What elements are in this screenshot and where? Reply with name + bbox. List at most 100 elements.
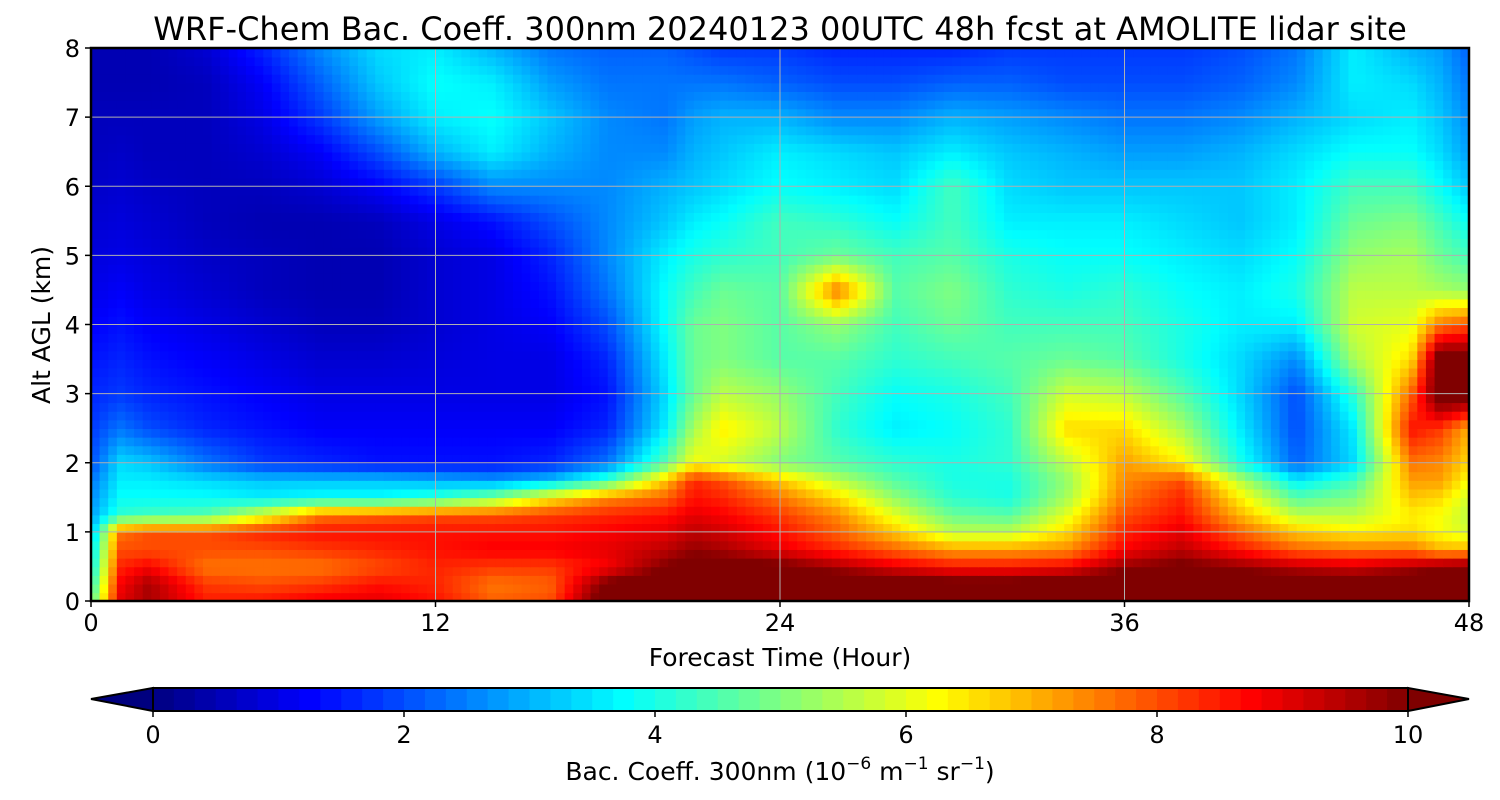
heatmap-cell <box>1021 384 1031 395</box>
heatmap-cell <box>995 333 1005 343</box>
heatmap-cell <box>1046 575 1057 585</box>
heatmap-cell <box>297 566 308 576</box>
heatmap-cell <box>659 523 669 533</box>
heatmap-cell <box>487 462 497 473</box>
heatmap-cell <box>263 428 273 438</box>
heatmap-cell <box>883 523 893 533</box>
heatmap-cell <box>564 436 575 447</box>
heatmap-cell <box>969 531 979 542</box>
heatmap-cell <box>125 410 135 421</box>
heatmap-cell <box>202 367 213 378</box>
heatmap-cell <box>754 497 764 507</box>
heatmap-cell <box>1141 471 1152 481</box>
heatmap-cell <box>823 402 833 412</box>
heatmap-cell <box>1425 583 1436 594</box>
heatmap-cell <box>805 333 816 343</box>
heatmap-cell <box>263 549 273 559</box>
heatmap-cell <box>108 445 118 455</box>
heatmap-cell <box>616 341 626 352</box>
heatmap-cell <box>1331 376 1341 386</box>
heatmap-cell <box>556 454 566 464</box>
heatmap-cell <box>1279 410 1289 421</box>
heatmap-cell <box>564 557 575 568</box>
heatmap-cell <box>1270 445 1281 455</box>
heatmap-cell <box>1253 393 1264 404</box>
heatmap-cell <box>401 505 411 516</box>
heatmap-cell <box>754 592 764 601</box>
heatmap-cell <box>409 333 420 343</box>
heatmap-cell <box>1434 462 1444 473</box>
heatmap-cell <box>1184 505 1195 516</box>
heatmap-cell <box>1236 488 1246 499</box>
heatmap-cell <box>177 428 187 438</box>
heatmap-cell <box>556 540 566 550</box>
heatmap-cell <box>461 523 471 533</box>
heatmap-cell <box>349 575 359 585</box>
heatmap-cell <box>375 471 385 481</box>
heatmap-cell <box>1288 488 1298 499</box>
heatmap-cell <box>805 454 816 464</box>
heatmap-cell <box>1443 359 1453 369</box>
heatmap-cell <box>426 384 437 395</box>
heatmap-cell <box>668 549 678 559</box>
heatmap-cell <box>1443 384 1453 395</box>
heatmap-cell <box>538 549 549 559</box>
heatmap-cell <box>220 583 230 594</box>
heatmap-cell <box>495 350 506 360</box>
heatmap-cell <box>513 384 523 395</box>
heatmap-cell <box>1339 376 1350 386</box>
heatmap-cell <box>168 480 178 490</box>
heatmap-cell <box>521 505 532 516</box>
heatmap-cell <box>978 480 988 490</box>
heatmap-cell <box>676 393 687 404</box>
heatmap-cell <box>1460 428 1469 438</box>
heatmap-cell <box>1288 402 1298 412</box>
heatmap-cell <box>1382 557 1393 568</box>
heatmap-cell <box>254 410 265 421</box>
heatmap-cell <box>125 419 135 429</box>
heatmap-cell <box>426 359 437 369</box>
heatmap-cell <box>900 540 910 550</box>
heatmap-cell <box>1012 566 1022 576</box>
heatmap-cell <box>495 393 506 404</box>
heatmap-cell <box>99 462 110 473</box>
heatmap-cell <box>1115 393 1126 404</box>
heatmap-cell <box>1236 419 1246 429</box>
heatmap-cell <box>1098 419 1109 429</box>
heatmap-cell <box>1021 436 1031 447</box>
heatmap-cell <box>1202 540 1212 550</box>
heatmap-cell <box>719 341 730 352</box>
heatmap-cell <box>1357 497 1367 507</box>
heatmap-cell <box>1253 471 1264 481</box>
heatmap-cell <box>1115 402 1126 412</box>
heatmap-cell <box>909 488 919 499</box>
heatmap-cell <box>504 566 514 576</box>
heatmap-cell <box>719 592 730 601</box>
heatmap-cell <box>1288 480 1298 490</box>
heatmap-cell <box>202 428 213 438</box>
heatmap-cell <box>1253 462 1264 473</box>
heatmap-cell <box>220 445 230 455</box>
heatmap-cell <box>220 531 230 542</box>
heatmap-cell <box>1357 376 1367 386</box>
heatmap-cell <box>1003 419 1014 429</box>
heatmap-cell <box>1090 540 1100 550</box>
heatmap-cell <box>909 583 919 594</box>
heatmap-cell <box>891 436 902 447</box>
heatmap-cell <box>995 557 1005 568</box>
heatmap-cell <box>866 480 876 490</box>
heatmap-cell <box>1288 497 1298 507</box>
heatmap-cell <box>607 549 618 559</box>
heatmap-cell <box>1167 333 1177 343</box>
heatmap-cell <box>900 497 910 507</box>
heatmap-cell <box>685 428 695 438</box>
heatmap-cell <box>952 566 962 576</box>
heatmap-cell <box>1046 523 1057 533</box>
heatmap-cell <box>495 471 506 481</box>
heatmap-cell <box>668 341 678 352</box>
heatmap-cell <box>624 488 635 499</box>
heatmap-cell <box>1305 341 1315 352</box>
heatmap-cell <box>134 557 144 568</box>
heatmap-cell <box>357 393 368 404</box>
heatmap-cell <box>978 454 988 464</box>
